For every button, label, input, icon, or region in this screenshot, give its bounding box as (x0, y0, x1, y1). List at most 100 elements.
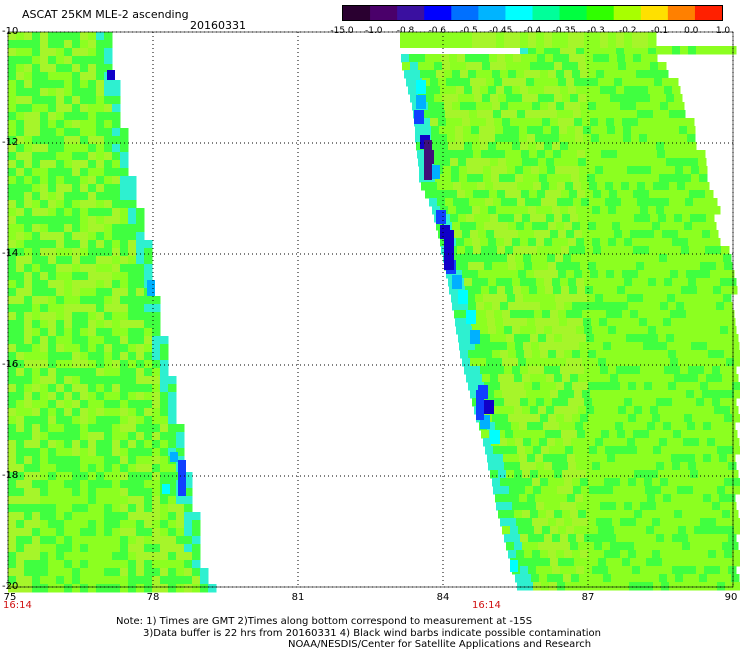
swath-cell (120, 208, 129, 217)
swath-cell (516, 70, 525, 79)
swath-cell (72, 240, 81, 249)
swath-cell (104, 168, 113, 177)
swath-cell (648, 366, 657, 375)
swath-cell (658, 158, 667, 167)
swath-cell (515, 254, 524, 263)
swath-cell (564, 350, 573, 359)
swath-cell (120, 504, 129, 513)
swath-cell (674, 510, 683, 519)
swath-cell (447, 126, 456, 135)
swath-cell (708, 550, 717, 559)
swath-cell (32, 368, 41, 377)
swath-cell (642, 406, 651, 415)
swath-cell (40, 208, 49, 217)
swath-cell (56, 80, 65, 89)
swath-cell (584, 278, 593, 287)
swath-cell (505, 150, 514, 159)
swath-cell (96, 408, 105, 417)
swath-cell (720, 566, 729, 575)
swath-cell (621, 446, 630, 455)
swath-cell (571, 254, 580, 263)
swath-cell (496, 366, 505, 375)
swath-cell (594, 542, 603, 551)
swath-cell (136, 360, 145, 369)
swath-cell (120, 488, 129, 497)
swath-cell (538, 214, 547, 223)
swath-cell (572, 102, 581, 111)
swath-cell (499, 294, 508, 303)
swath-cell (64, 528, 73, 537)
swath-cell (104, 368, 113, 377)
swath-cell (521, 150, 530, 159)
swath-cell (48, 152, 57, 161)
swath-cell (120, 512, 129, 521)
swath-cell (547, 342, 556, 351)
swath-cell (704, 534, 713, 543)
swath-cell (728, 46, 737, 55)
swath-cell (581, 446, 590, 455)
swath-cell (32, 208, 41, 217)
swath-cell (96, 496, 105, 505)
swath-cell (40, 88, 49, 97)
swath-cell (685, 486, 694, 495)
swath-cell (511, 134, 520, 143)
swath-cell (674, 158, 683, 167)
swath-cell (415, 134, 424, 143)
swath-cell (32, 392, 41, 401)
swath-cell (32, 504, 41, 513)
swath-cell (88, 88, 97, 97)
swath-cell (722, 374, 731, 383)
swath-cell (16, 304, 25, 313)
swath-cell (668, 414, 677, 423)
swath-cell (88, 584, 97, 593)
swath-cell (679, 134, 688, 143)
swath-cell (531, 294, 540, 303)
swath-cell (506, 94, 515, 103)
swath-cell (515, 574, 524, 583)
swath-cell (88, 360, 97, 369)
swath-cell (664, 86, 673, 95)
swath-cell (152, 584, 161, 593)
swath-cell (519, 134, 528, 143)
swath-cell (500, 518, 509, 527)
swath-cell (602, 94, 611, 103)
swath-cell (658, 510, 667, 519)
swath-cell (472, 206, 481, 215)
swath-cell (636, 222, 645, 231)
swath-cell (690, 334, 699, 343)
swath-cell (8, 280, 17, 289)
swath-cell (48, 384, 57, 393)
swath-cell (529, 150, 538, 159)
swath-cell (523, 438, 532, 447)
swath-cell (508, 70, 517, 79)
swath-cell (684, 262, 693, 271)
swath-cell (496, 238, 505, 247)
swath-cell (80, 384, 89, 393)
note-line-2: 3)Data buffer is 22 hrs from 20160331 4)… (143, 627, 601, 639)
swath-cell (682, 470, 691, 479)
swath-cell (519, 422, 528, 431)
swath-cell (475, 294, 484, 303)
swath-cell (526, 390, 535, 399)
swath-cell (511, 454, 520, 463)
swath-cell (510, 390, 519, 399)
swath-cell (683, 342, 692, 351)
swath-cell (64, 144, 73, 153)
swath-cell (104, 328, 113, 337)
swath-cell (558, 230, 567, 239)
swath-cell (549, 182, 558, 191)
swath-cell (496, 398, 505, 407)
swath-cell (700, 414, 709, 423)
swath-cell (568, 462, 577, 471)
swath-cell (607, 422, 616, 431)
swath-cell (560, 462, 569, 471)
swath-cell (593, 190, 602, 199)
swath-cell (112, 304, 121, 313)
swath-cell (575, 454, 584, 463)
swath-cell (474, 214, 483, 223)
swath-cell (88, 368, 97, 377)
swath-cell (160, 504, 169, 513)
swath-cell (508, 262, 517, 271)
swath-cell (32, 256, 41, 265)
swath-cell (556, 518, 565, 527)
